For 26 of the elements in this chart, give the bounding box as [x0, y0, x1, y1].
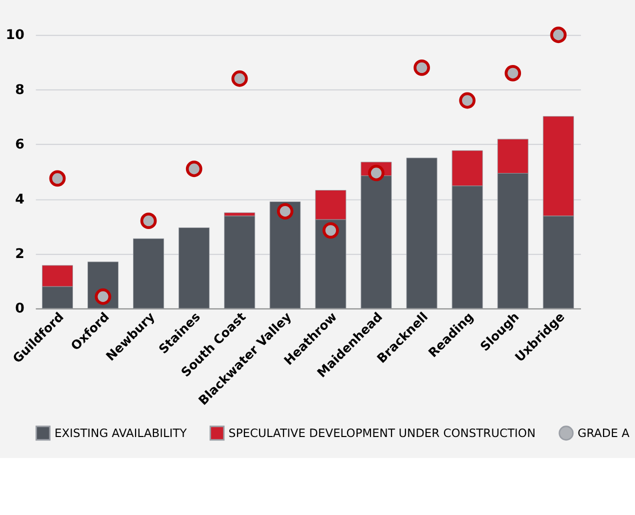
point: [94, 288, 112, 305]
y-tick-label: 6: [15, 138, 24, 153]
y-tick-label: 2: [15, 246, 24, 262]
point: [186, 160, 202, 178]
point: [550, 26, 567, 44]
point: [140, 212, 157, 230]
legend-label: GRADE A: [578, 426, 630, 440]
point: [368, 164, 384, 182]
legend-label: SPECULATIVE DEVELOPMENT UNDER CONSTRUCTION: [228, 426, 536, 440]
y-tick-label: 10: [6, 28, 24, 44]
point: [49, 170, 66, 187]
bar: [178, 227, 210, 309]
bar: [133, 238, 164, 309]
y-tick-label: 4: [15, 192, 24, 208]
y-tick-label: 0: [15, 302, 24, 317]
bar: [406, 158, 438, 309]
y-tick-label: 8: [15, 82, 24, 98]
point: [322, 222, 339, 239]
bar: [224, 216, 256, 309]
bar: [270, 201, 301, 309]
point: [231, 70, 248, 87]
point: [504, 64, 522, 82]
point: [414, 60, 430, 76]
legend-label: EXISTING AVAILABILITY: [54, 426, 188, 440]
point: [459, 92, 476, 109]
point: [276, 203, 294, 220]
